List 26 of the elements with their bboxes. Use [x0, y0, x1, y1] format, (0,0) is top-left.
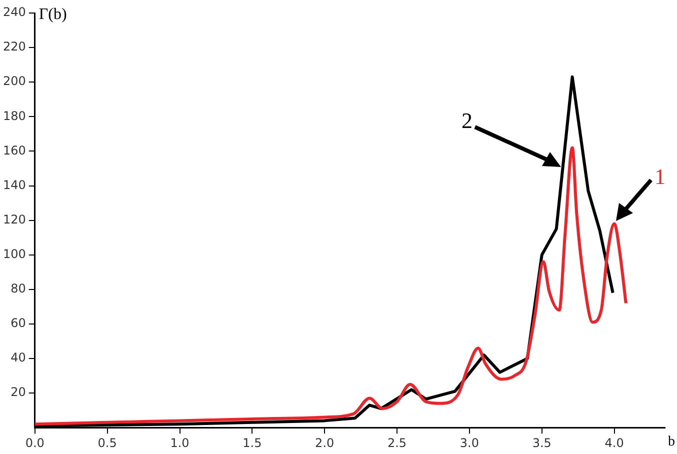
- text: 1: [654, 164, 666, 189]
- y-tick-label: 180: [3, 108, 26, 123]
- y-tick-label: 120: [3, 212, 26, 226]
- y-tick-label: 80: [10, 282, 26, 296]
- x-tick-label: 3.0: [460, 436, 479, 450]
- x-tick-label: 0.0: [25, 436, 44, 450]
- y-tick-label: 220: [3, 40, 26, 54]
- x-tick-label: 3.5: [532, 436, 552, 450]
- line-series: [34, 146, 628, 426]
- y-tick-label: 100: [3, 246, 26, 261]
- x-tick-label: 1.5: [242, 436, 262, 450]
- y-tick-label: 20: [10, 385, 26, 400]
- text: 2: [462, 108, 472, 133]
- x-tick-label: 2.0: [315, 436, 334, 450]
- x-tick-label: 2.5: [387, 436, 407, 450]
- y-axis-title: Γ(b): [38, 6, 67, 24]
- y-tick-label: 60: [10, 316, 26, 330]
- y-tick-label: 200: [3, 74, 26, 88]
- y-tick-label: 40: [10, 350, 26, 365]
- x-tick-label: 4.0: [604, 436, 624, 450]
- x-tick-label: 0.5: [98, 436, 117, 450]
- x-tick-label: 1.0: [170, 436, 190, 450]
- y-tick-label: 140: [3, 178, 26, 192]
- y-tick-label: 240: [3, 5, 26, 20]
- y-tick-label: 160: [3, 143, 26, 158]
- x-axis-title: b: [668, 434, 675, 450]
